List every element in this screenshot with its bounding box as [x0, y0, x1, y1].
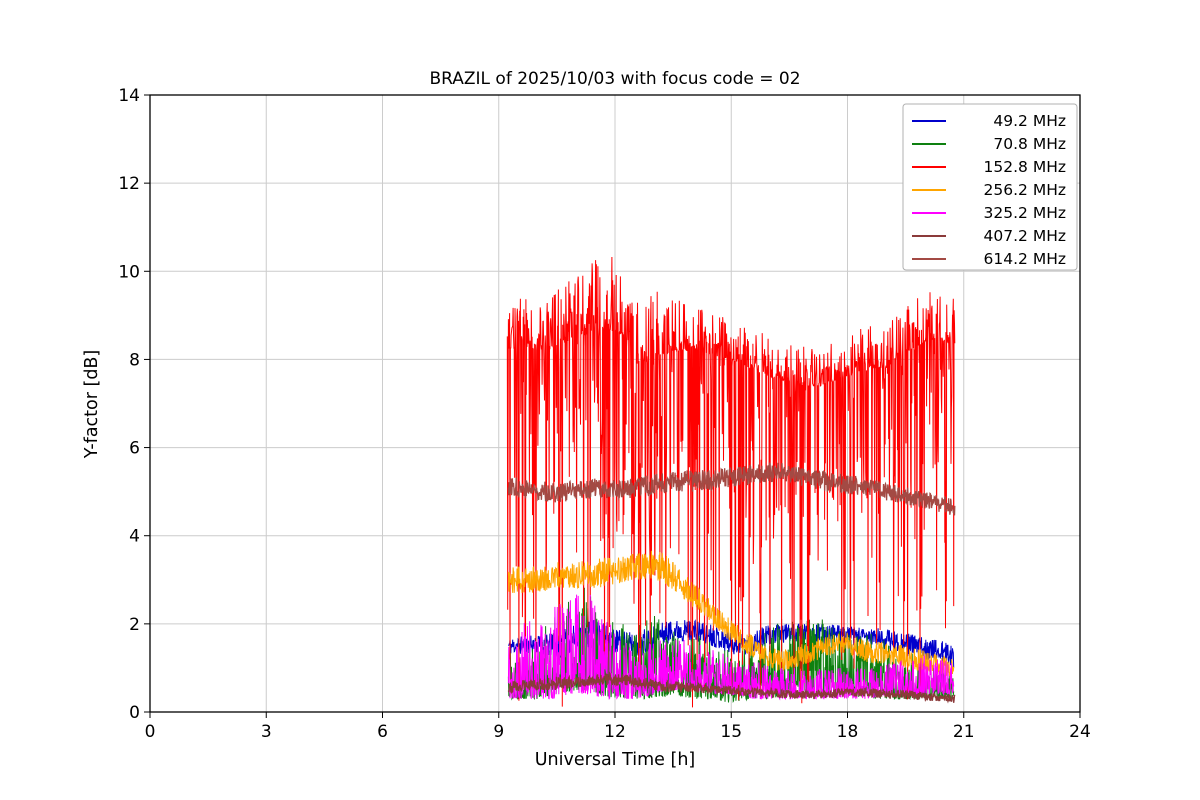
y-tick-label: 10 [118, 262, 140, 282]
x-tick-label: 0 [145, 722, 156, 742]
x-tick-label: 9 [493, 722, 504, 742]
legend-entry: 70.8 MHz [912, 135, 1066, 153]
x-tick-label: 21 [953, 722, 975, 742]
legend-label: 325.2 MHz [984, 204, 1066, 222]
legend-label: 614.2 MHz [984, 250, 1066, 268]
legend: 49.2 MHz 70.8 MHz 152.8 MHz 256.2 MHz 325.2 … [902, 103, 1078, 271]
y-tick-label: 4 [129, 527, 140, 547]
x-tick-label: 6 [377, 722, 388, 742]
y-axis-label: Y-factor [dB] [82, 350, 102, 460]
y-tick-label: 2 [129, 615, 140, 635]
x-tick-label: 24 [1069, 722, 1091, 742]
y-tick-label: 12 [118, 174, 140, 194]
legend-label: 70.8 MHz [993, 135, 1066, 153]
legend-entry: 49.2 MHz [912, 112, 1066, 130]
series-407-2-mhz [507, 671, 956, 704]
x-axis-label: Universal Time [h] [535, 750, 695, 770]
legend-label: 49.2 MHz [993, 112, 1066, 130]
x-tick-label: 15 [720, 722, 742, 742]
x-tick-label: 12 [604, 722, 626, 742]
y-tick-label: 6 [129, 439, 140, 459]
legend-entry: 614.2 MHz [912, 250, 1066, 268]
series-614-2-mhz [507, 462, 956, 516]
series-group [506, 256, 956, 708]
legend-entry: 325.2 MHz [912, 204, 1066, 222]
y-tick-label: 14 [118, 86, 140, 106]
legend-box [902, 103, 1078, 271]
legend-entry: 152.8 MHz [912, 158, 1066, 176]
legend-label: 407.2 MHz [984, 227, 1066, 245]
x-tick-label: 18 [837, 722, 859, 742]
series-256-2-mhz [507, 550, 955, 676]
axis-ticks [144, 94, 1081, 718]
legend-label: 152.8 MHz [984, 158, 1066, 176]
legend-entry: 407.2 MHz [912, 227, 1066, 245]
legend-entry: 256.2 MHz [912, 181, 1066, 199]
legend-label: 256.2 MHz [984, 181, 1066, 199]
y-tick-label: 8 [129, 350, 140, 370]
x-tick-label: 3 [261, 722, 272, 742]
chart-title: BRAZIL of 2025/10/03 with focus code = 0… [429, 69, 800, 89]
y-tick-label: 0 [129, 703, 140, 723]
